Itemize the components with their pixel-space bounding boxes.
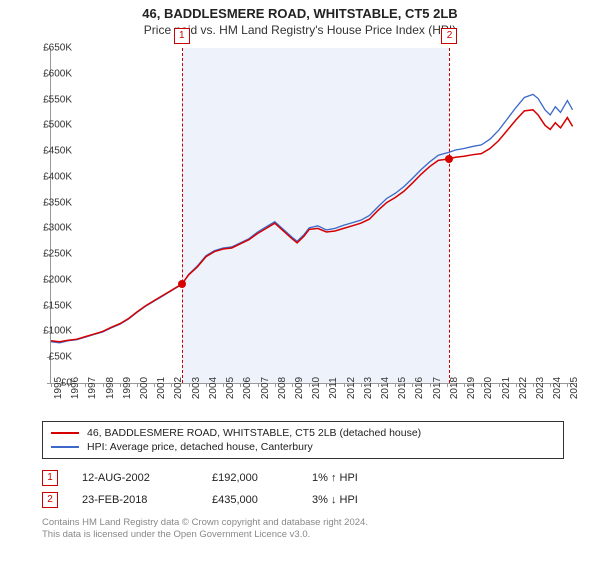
- series-line: [51, 110, 573, 342]
- x-axis-label: 2020: [483, 377, 494, 399]
- x-tick: [516, 383, 517, 387]
- x-tick: [499, 383, 500, 387]
- line-series-svg: [51, 48, 576, 383]
- y-axis-label: £100K: [43, 326, 72, 337]
- x-axis-label: 2023: [535, 377, 546, 399]
- x-axis-label: 2017: [432, 377, 443, 399]
- x-tick: [378, 383, 379, 387]
- x-tick: [464, 383, 465, 387]
- legend-label: HPI: Average price, detached house, Cant…: [87, 441, 313, 453]
- x-tick: [137, 383, 138, 387]
- copyright-line: This data is licensed under the Open Gov…: [42, 529, 562, 541]
- x-axis-label: 2008: [277, 377, 288, 399]
- copyright-text: Contains HM Land Registry data © Crown c…: [42, 517, 562, 542]
- x-axis-label: 1998: [105, 377, 116, 399]
- sale-row: 1 12-AUG-2002£192,0001% ↑ HPI: [42, 467, 562, 489]
- y-axis-label: £550K: [43, 94, 72, 105]
- sale-hpi: 3% ↓ HPI: [312, 494, 432, 506]
- series-line: [51, 94, 573, 342]
- y-axis-label: £600K: [43, 68, 72, 79]
- chart-title: 46, BADDLESMERE ROAD, WHITSTABLE, CT5 2L…: [0, 6, 600, 21]
- chart-area: 12 £0£50K£100K£150K£200K£250K£300K£350K£…: [40, 43, 600, 413]
- y-axis-label: £150K: [43, 300, 72, 311]
- y-axis-label: £300K: [43, 223, 72, 234]
- x-axis-label: 2016: [414, 377, 425, 399]
- y-axis-label: £250K: [43, 249, 72, 260]
- x-axis-label: 1999: [122, 377, 133, 399]
- x-axis-label: 2009: [294, 377, 305, 399]
- sale-hpi: 1% ↑ HPI: [312, 472, 432, 484]
- sale-pointer: 1: [42, 470, 58, 486]
- sales-table: 1 12-AUG-2002£192,0001% ↑ HPI 2 23-FEB-2018…: [42, 467, 562, 511]
- sale-marker-line: [182, 48, 183, 383]
- x-tick: [447, 383, 448, 387]
- legend-row: 46, BADDLESMERE ROAD, WHITSTABLE, CT5 2L…: [43, 426, 563, 440]
- sale-marker-line: [449, 48, 450, 383]
- y-axis-label: £650K: [43, 43, 72, 54]
- x-axis-label: 1997: [87, 377, 98, 399]
- x-axis-label: 2002: [173, 377, 184, 399]
- x-axis-label: 1996: [70, 377, 81, 399]
- y-axis-label: £350K: [43, 197, 72, 208]
- sale-price: £192,000: [212, 472, 312, 484]
- x-tick: [206, 383, 207, 387]
- x-axis-label: 2019: [466, 377, 477, 399]
- sale-row: 2 23-FEB-2018£435,0003% ↓ HPI: [42, 489, 562, 511]
- x-tick: [258, 383, 259, 387]
- x-axis-label: 2005: [225, 377, 236, 399]
- plot-region: 12: [50, 48, 576, 384]
- x-tick: [430, 383, 431, 387]
- x-axis-label: 2025: [569, 377, 580, 399]
- x-tick: [533, 383, 534, 387]
- y-axis-label: £200K: [43, 274, 72, 285]
- x-axis-label: 2021: [501, 377, 512, 399]
- sale-pointer-box: 2: [441, 28, 457, 44]
- x-tick: [361, 383, 362, 387]
- x-axis-label: 2024: [552, 377, 563, 399]
- x-axis-label: 2013: [363, 377, 374, 399]
- legend-row: HPI: Average price, detached house, Cant…: [43, 440, 563, 454]
- x-axis-label: 2018: [449, 377, 460, 399]
- x-axis-label: 2004: [208, 377, 219, 399]
- sale-marker-dot: [178, 280, 186, 288]
- x-axis-label: 1995: [53, 377, 64, 399]
- x-axis-label: 2010: [311, 377, 322, 399]
- x-axis-label: 2014: [380, 377, 391, 399]
- y-axis-label: £400K: [43, 171, 72, 182]
- chart-container: 46, BADDLESMERE ROAD, WHITSTABLE, CT5 2L…: [0, 6, 600, 566]
- chart-subtitle: Price paid vs. HM Land Registry's House …: [0, 23, 600, 37]
- legend-label: 46, BADDLESMERE ROAD, WHITSTABLE, CT5 2L…: [87, 427, 421, 439]
- x-axis-label: 2001: [156, 377, 167, 399]
- sale-marker-dot: [445, 155, 453, 163]
- x-tick: [51, 383, 52, 387]
- x-tick: [292, 383, 293, 387]
- x-axis-label: 2006: [242, 377, 253, 399]
- sale-date: 12-AUG-2002: [82, 472, 212, 484]
- x-axis-label: 2003: [191, 377, 202, 399]
- x-tick: [189, 383, 190, 387]
- x-tick: [223, 383, 224, 387]
- x-tick: [344, 383, 345, 387]
- x-axis-label: 2012: [346, 377, 357, 399]
- x-axis-label: 2000: [139, 377, 150, 399]
- sale-pointer: 2: [42, 492, 58, 508]
- legend-box: 46, BADDLESMERE ROAD, WHITSTABLE, CT5 2L…: [42, 421, 564, 459]
- y-axis-label: £50K: [49, 352, 72, 363]
- x-axis-label: 2007: [260, 377, 271, 399]
- sale-price: £435,000: [212, 494, 312, 506]
- x-tick: [120, 383, 121, 387]
- x-axis-label: 2015: [397, 377, 408, 399]
- sale-date: 23-FEB-2018: [82, 494, 212, 506]
- y-axis-label: £500K: [43, 120, 72, 131]
- sale-pointer-box: 1: [174, 28, 190, 44]
- x-axis-label: 2022: [518, 377, 529, 399]
- x-tick: [275, 383, 276, 387]
- x-axis-label: 2011: [328, 377, 339, 399]
- legend-swatch: [51, 446, 79, 448]
- legend-swatch: [51, 432, 79, 434]
- x-tick: [103, 383, 104, 387]
- copyright-line: Contains HM Land Registry data © Crown c…: [42, 517, 562, 529]
- y-axis-label: £450K: [43, 146, 72, 157]
